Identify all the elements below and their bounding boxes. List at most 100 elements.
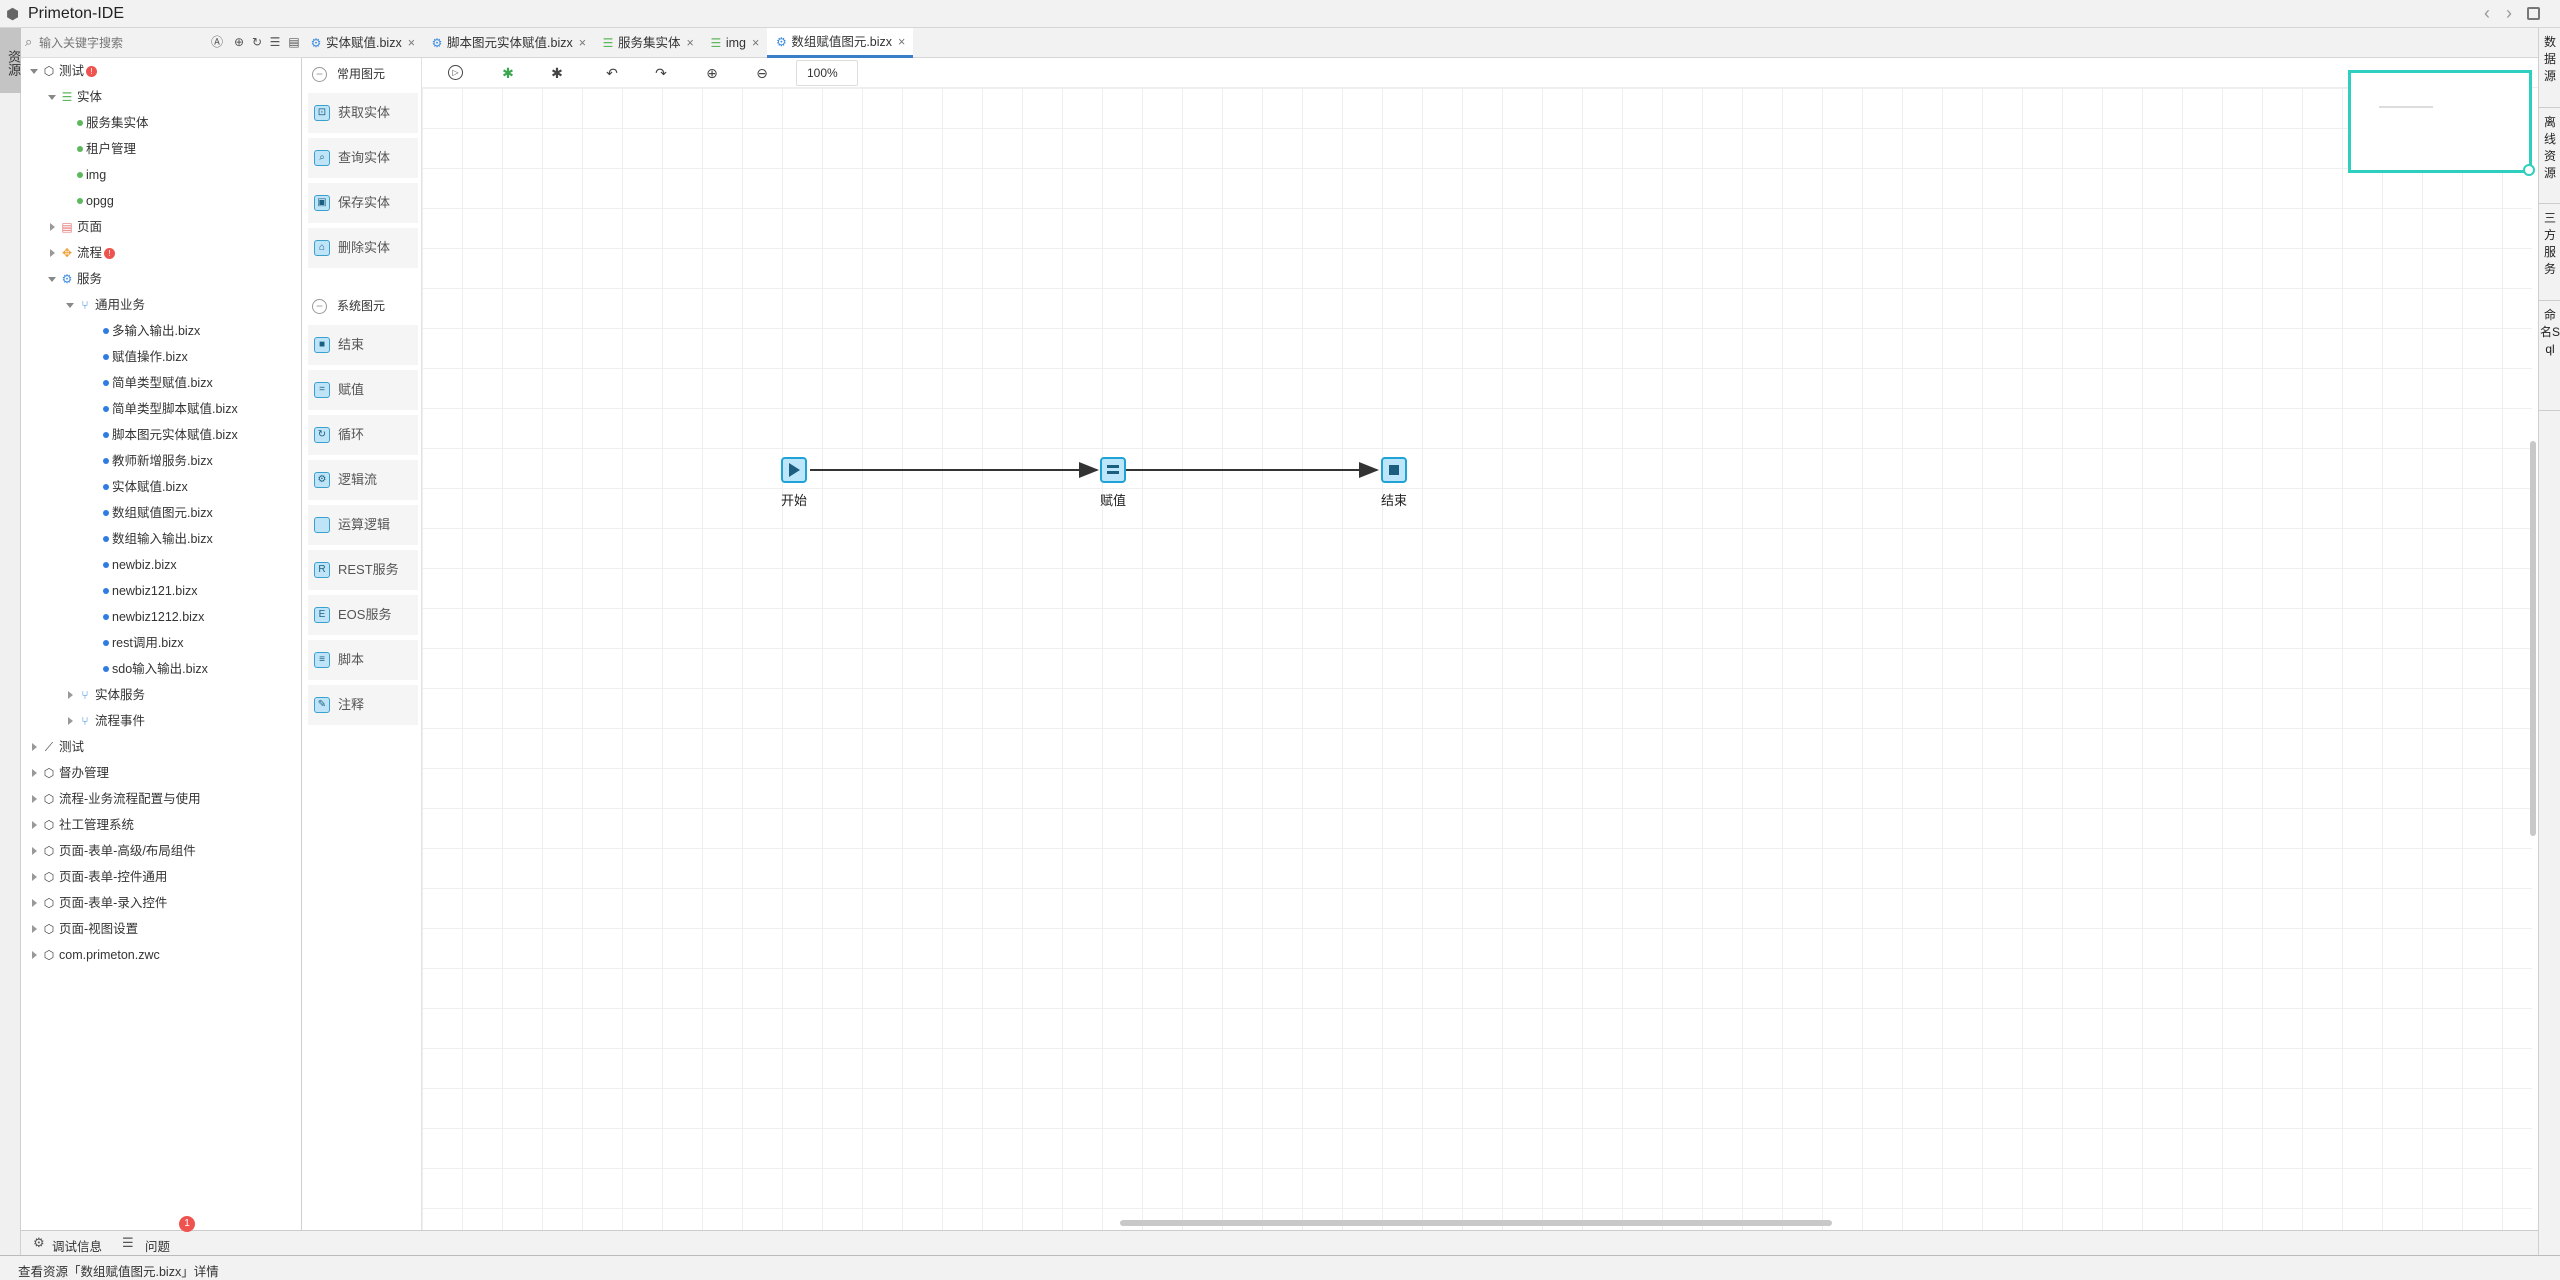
close-tab-icon[interactable]: ×	[407, 36, 416, 50]
collapse-arrow-icon[interactable]	[32, 899, 37, 907]
right-tab[interactable]: 离线资源	[2539, 108, 2560, 204]
undo-icon[interactable]: ↶	[606, 65, 618, 81]
tree-item[interactable]: ⟋ 测试	[21, 736, 302, 758]
tree-item[interactable]: 租户管理	[21, 138, 302, 160]
palette-item[interactable]: ⌂ 删除实体	[308, 228, 418, 268]
save-icon[interactable]	[2527, 7, 2540, 20]
close-tab-icon[interactable]: ×	[686, 36, 694, 50]
tree-item[interactable]: newbiz1212.bizx	[21, 606, 302, 628]
run-icon[interactable]: ▷	[448, 65, 463, 80]
tree-item[interactable]: ⬡ 页面-表单-控件通用	[21, 866, 302, 888]
tab-resources[interactable]: 资源	[0, 28, 21, 93]
tree-item[interactable]: 实体赋值.bizx	[21, 476, 302, 498]
debug-icon[interactable]: ✱	[502, 65, 514, 81]
forward-icon[interactable]: ›	[2506, 3, 2512, 23]
palette-item[interactable]: = 赋值	[308, 370, 418, 410]
section-system[interactable]: − 系统图元	[312, 294, 385, 318]
tree-item[interactable]: 数组赋值图元.bizx	[21, 502, 302, 524]
zoom-in-icon[interactable]: ⊕	[706, 65, 718, 81]
collapse-arrow-icon[interactable]	[32, 769, 37, 777]
editor-tab[interactable]: ☰ 服务集实体 ×	[594, 28, 702, 58]
search-input[interactable]	[39, 33, 207, 53]
tree-item[interactable]: ☰ 实体	[21, 86, 302, 108]
collapse-arrow-icon[interactable]	[50, 249, 55, 257]
tree-item[interactable]: ⑂ 流程事件	[21, 710, 302, 732]
horizontal-scrollbar[interactable]	[1120, 1220, 1832, 1226]
tree-item[interactable]: ⑂ 通用业务	[21, 294, 302, 316]
palette-item[interactable]: ≡ 脚本	[308, 640, 418, 680]
assign-node[interactable]	[1100, 457, 1126, 483]
tree-item[interactable]: 数组输入输出.bizx	[21, 528, 302, 550]
tree-item[interactable]: 多输入输出.bizx	[21, 320, 302, 342]
close-tab-icon[interactable]: ×	[578, 36, 587, 50]
redo-icon[interactable]: ↷	[655, 65, 667, 81]
palette-item[interactable]: ⌕ 查询实体	[308, 138, 418, 178]
zoom-level-input[interactable]: 100%	[796, 60, 858, 86]
close-tab-icon[interactable]: ×	[752, 36, 760, 50]
tree-item[interactable]: 脚本图元实体赋值.bizx	[21, 424, 302, 446]
tab-debug-info[interactable]: 调试信息	[52, 1240, 103, 1254]
palette-item[interactable]: R REST服务	[308, 550, 418, 590]
link-editor-icon[interactable]: ▤	[288, 35, 300, 49]
tree-item[interactable]: ⬡ 页面-表单-高级/布局组件	[21, 840, 302, 862]
minimap-resize-handle[interactable]	[2523, 164, 2535, 176]
add-package-icon[interactable]: ⊕	[233, 35, 245, 49]
minimap[interactable]	[2348, 70, 2535, 176]
palette-item[interactable]: ✎ 注释	[308, 685, 418, 725]
collapse-arrow-icon[interactable]	[32, 951, 37, 959]
expand-arrow-icon[interactable]	[48, 95, 56, 100]
palette-item[interactable]: E EOS服务	[308, 595, 418, 635]
expand-arrow-icon[interactable]	[66, 303, 74, 308]
collapse-arrow-icon[interactable]	[32, 925, 37, 933]
tree-item[interactable]: ⬡ 测试!	[21, 60, 302, 82]
editor-tab[interactable]: ⚙ 脚本图元实体赋值.bizx ×	[423, 28, 594, 58]
collapse-arrow-icon[interactable]	[68, 691, 73, 699]
tree-item[interactable]: ⬡ com.primeton.zwc	[21, 944, 302, 966]
tab-problems[interactable]: 问题	[145, 1240, 171, 1254]
expand-arrow-icon[interactable]	[30, 69, 38, 74]
collapse-arrow-icon[interactable]	[32, 873, 37, 881]
section-common[interactable]: − 常用图元	[312, 62, 385, 86]
ai-icon[interactable]: Ⓐ	[210, 35, 223, 49]
collapse-arrow-icon[interactable]	[32, 795, 37, 803]
right-tab[interactable]: 命名Sql	[2539, 301, 2560, 411]
collapse-arrow-icon[interactable]	[32, 821, 37, 829]
palette-item[interactable]: 运算逻辑	[308, 505, 418, 545]
collapse-arrow-icon[interactable]	[32, 847, 37, 855]
editor-tab[interactable]: ⚙ 数组赋值图元.bizx ×	[767, 28, 914, 58]
tree-item[interactable]: 简单类型脚本赋值.bizx	[21, 398, 302, 420]
tree-item[interactable]: ⬡ 流程-业务流程配置与使用	[21, 788, 302, 810]
tree-item[interactable]: rest调用.bizx	[21, 632, 302, 654]
tree-item[interactable]: 赋值操作.bizx	[21, 346, 302, 368]
tree-item[interactable]: ⬡ 社工管理系统	[21, 814, 302, 836]
tree-item[interactable]: newbiz.bizx	[21, 554, 302, 576]
tree-item[interactable]: ⬡ 页面-表单-录入控件	[21, 892, 302, 914]
tree-item[interactable]: sdo输入输出.bizx	[21, 658, 302, 680]
start-node[interactable]	[781, 457, 807, 483]
tree-item[interactable]: 服务集实体	[21, 112, 302, 134]
tree-item[interactable]: ⬡ 页面-视图设置	[21, 918, 302, 940]
tree-item[interactable]: opgg	[21, 190, 302, 212]
tree-item[interactable]: ⬡ 督办管理	[21, 762, 302, 784]
vertical-scrollbar[interactable]	[2530, 441, 2536, 836]
tree-item[interactable]: ⑂ 实体服务	[21, 684, 302, 706]
palette-item[interactable]: ⚙ 逻辑流	[308, 460, 418, 500]
back-icon[interactable]: ‹	[2484, 3, 2490, 23]
expand-arrow-icon[interactable]	[48, 277, 56, 282]
tree-item[interactable]: ✥ 流程!	[21, 242, 302, 264]
tree-item[interactable]: 教师新增服务.bizx	[21, 450, 302, 472]
tree-item[interactable]: ⚙ 服务	[21, 268, 302, 290]
palette-item[interactable]: ↻ 循环	[308, 415, 418, 455]
close-tab-icon[interactable]: ×	[898, 34, 906, 49]
right-tab[interactable]: 三方服务	[2539, 204, 2560, 301]
refresh-icon[interactable]: ↻	[251, 35, 263, 49]
palette-item[interactable]: ⊡ 获取实体	[308, 93, 418, 133]
collapse-all-icon[interactable]: ☰	[269, 35, 281, 49]
editor-tab[interactable]: ⚙ 实体赋值.bizx ×	[302, 28, 423, 58]
tree-item[interactable]: 简单类型赋值.bizx	[21, 372, 302, 394]
editor-tab[interactable]: ☰ img ×	[702, 28, 767, 58]
zoom-out-icon[interactable]: ⊖	[756, 65, 768, 81]
tree-item[interactable]: ▤ 页面	[21, 216, 302, 238]
tree-item[interactable]: img	[21, 164, 302, 186]
collapse-arrow-icon[interactable]	[68, 717, 73, 725]
